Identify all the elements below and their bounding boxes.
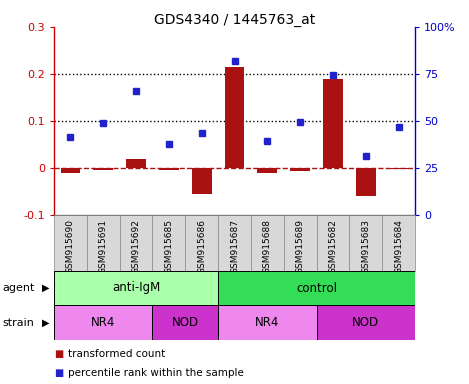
- Text: GSM915685: GSM915685: [164, 220, 174, 275]
- Bar: [349, 215, 382, 271]
- Bar: [225, 67, 244, 168]
- Text: NR4: NR4: [255, 316, 280, 329]
- Bar: [218, 215, 251, 271]
- Bar: [323, 79, 343, 168]
- Bar: [356, 168, 376, 196]
- Bar: [126, 159, 146, 168]
- Bar: [152, 305, 218, 340]
- Text: GSM915684: GSM915684: [394, 220, 403, 275]
- Text: NR4: NR4: [91, 316, 115, 329]
- Bar: [290, 168, 310, 171]
- Bar: [185, 215, 218, 271]
- Text: ■: ■: [54, 368, 63, 378]
- Bar: [389, 168, 408, 169]
- Text: GSM915687: GSM915687: [230, 220, 239, 275]
- Bar: [382, 215, 415, 271]
- Bar: [159, 168, 179, 170]
- Text: NOD: NOD: [352, 316, 379, 329]
- Text: GSM915686: GSM915686: [197, 220, 206, 275]
- Text: GSM915688: GSM915688: [263, 220, 272, 275]
- Text: ▶: ▶: [42, 283, 49, 293]
- Bar: [317, 215, 349, 271]
- Text: GSM915683: GSM915683: [361, 220, 371, 275]
- Bar: [218, 305, 317, 340]
- Text: strain: strain: [2, 318, 34, 328]
- Bar: [120, 215, 152, 271]
- Bar: [284, 215, 317, 271]
- Text: NOD: NOD: [172, 316, 199, 329]
- Bar: [54, 271, 218, 305]
- Bar: [218, 271, 415, 305]
- Bar: [54, 215, 87, 271]
- Bar: [61, 168, 80, 173]
- Text: transformed count: transformed count: [68, 349, 165, 359]
- Bar: [317, 305, 415, 340]
- Text: GSM915689: GSM915689: [295, 220, 305, 275]
- Bar: [152, 215, 185, 271]
- Text: percentile rank within the sample: percentile rank within the sample: [68, 368, 244, 378]
- Bar: [257, 168, 277, 173]
- Text: ▶: ▶: [42, 318, 49, 328]
- Text: anti-IgM: anti-IgM: [112, 281, 160, 295]
- Text: GSM915691: GSM915691: [98, 220, 108, 275]
- Bar: [93, 168, 113, 170]
- Bar: [87, 215, 120, 271]
- Text: agent: agent: [2, 283, 35, 293]
- Text: GDS4340 / 1445763_at: GDS4340 / 1445763_at: [154, 13, 315, 27]
- Text: control: control: [296, 281, 337, 295]
- Text: GSM915682: GSM915682: [328, 220, 338, 275]
- Bar: [251, 215, 284, 271]
- Text: ■: ■: [54, 349, 63, 359]
- Text: GSM915690: GSM915690: [66, 220, 75, 275]
- Bar: [192, 168, 212, 194]
- Text: GSM915692: GSM915692: [131, 220, 141, 275]
- Bar: [54, 305, 152, 340]
